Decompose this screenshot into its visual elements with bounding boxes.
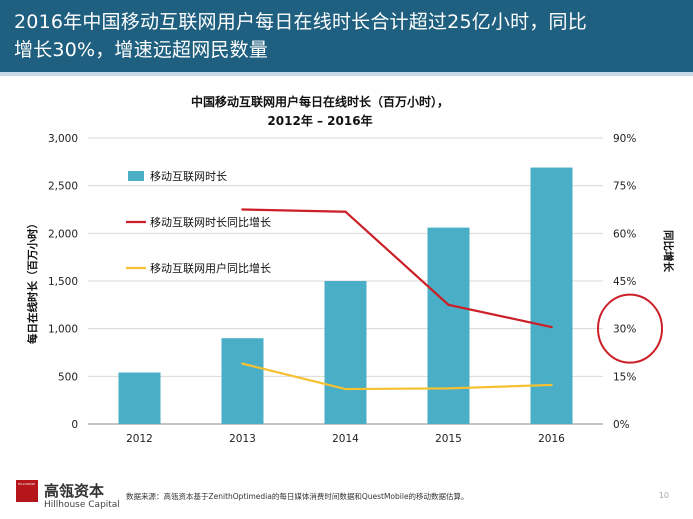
y-tick-label-left: 0: [71, 419, 78, 431]
y-tick-label-right: 30%: [613, 324, 636, 336]
footer: HILLHOUSE 高瓴资本 Hillhouse Capital 数据来源：高瓴…: [0, 470, 693, 519]
x-tick-label: 2014: [332, 433, 359, 445]
x-tick-label: 2016: [538, 433, 565, 445]
series-point: [344, 210, 347, 213]
series-point: [550, 325, 553, 329]
series-line-2: [242, 362, 552, 391]
y-tick-label-right: 90%: [613, 133, 636, 145]
legend-label: 移动互联网时长同比增长: [150, 215, 271, 229]
bar-2014: [324, 281, 367, 424]
y-axis-title-left: 每日在线时长（百万小时）: [26, 218, 39, 344]
bar-2015: [427, 227, 470, 424]
page-number: 10: [658, 491, 669, 500]
series-point: [344, 387, 347, 391]
y-tick-label-left: 2,500: [48, 181, 78, 193]
x-tick-label: 2013: [229, 433, 256, 445]
series-point: [241, 362, 244, 365]
x-tick-label: 2015: [435, 433, 462, 445]
logo-chinese: 高瓴资本: [44, 482, 105, 500]
series-point: [241, 208, 244, 211]
legend-label: 移动互联网时长: [150, 170, 227, 183]
y-tick-label-left: 2,000: [48, 228, 78, 240]
slide-title-line-1: 2016年中国移动互联网用户每日在线时长合计超过25亿小时，同比: [14, 11, 587, 33]
series-point: [447, 303, 450, 307]
series-point: [447, 387, 450, 390]
source-note: 数据来源：高瓴资本基于ZenithOptimedia的每日媒体消费时间数据和Qu…: [126, 492, 469, 501]
chart-title-line-1: 中国移动互联网用户每日在线时长（百万小时），: [191, 94, 449, 109]
legend-label: 移动互联网用户同比增长: [150, 261, 271, 275]
y-tick-label-left: 3,000: [48, 133, 78, 145]
x-tick-label: 2012: [126, 433, 153, 445]
y-tick-label-right: 45%: [613, 276, 636, 288]
y-tick-label-right: 60%: [613, 228, 636, 240]
y-axis-title-right: 同比增长: [662, 230, 675, 272]
bar-2016: [530, 167, 573, 424]
y-tick-label-left: 1,000: [48, 324, 78, 336]
slide-title-line-2: 增长30%，增速远超网民数量: [14, 39, 269, 61]
bar-2012: [118, 372, 161, 424]
series-point: [550, 383, 553, 387]
highlight-circle: [597, 293, 663, 364]
chart-area: 中国移动互联网用户每日在线时长（百万小时）， 2012年 – 2016年 0 0%…: [0, 80, 693, 470]
title-accent-bar: [0, 72, 693, 76]
legend-swatch-bar: [128, 171, 144, 181]
y-tick-label-left: 500: [58, 371, 78, 383]
title-banner: 2016年中国移动互联网用户每日在线时长合计超过25亿小时，同比 增长30%，增…: [0, 0, 693, 72]
logo-mark: HILLHOUSE: [16, 480, 38, 502]
y-tick-label-right: 15%: [613, 371, 636, 383]
logo-english: Hillhouse Capital: [44, 500, 120, 510]
y-tick-label-left: 1,500: [48, 276, 78, 288]
y-tick-label-right: 75%: [613, 181, 636, 193]
y-tick-label-right: 0%: [613, 419, 630, 431]
chart-title-line-2: 2012年 – 2016年: [267, 113, 372, 128]
series-line-1: [242, 208, 552, 329]
bar-2013: [221, 338, 264, 424]
chart-svg: 中国移动互联网用户每日在线时长（百万小时）， 2012年 – 2016年 0 0%…: [26, 94, 675, 445]
